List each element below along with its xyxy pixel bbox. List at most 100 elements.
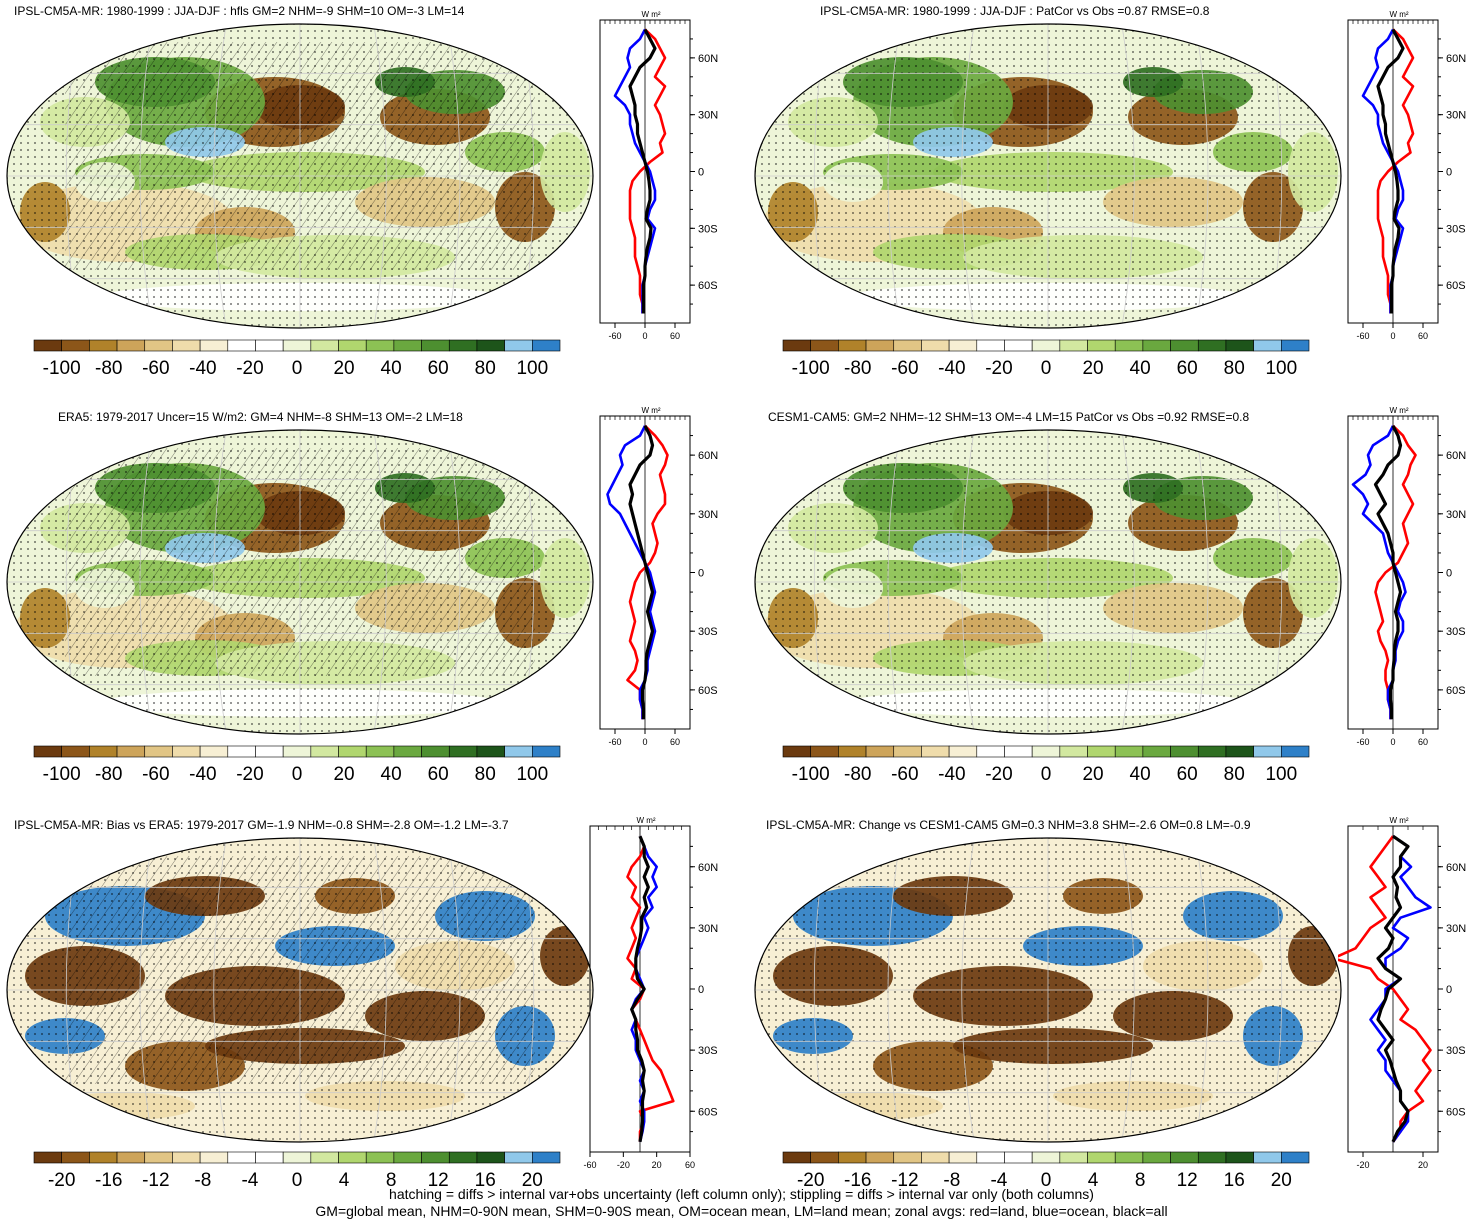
colorbar-label: -4	[241, 1170, 258, 1191]
colorbar-swatch	[89, 1151, 118, 1164]
colorbar-swatch	[1253, 1151, 1282, 1164]
colorbar-swatch	[1142, 1151, 1171, 1164]
colorbar-swatch	[61, 339, 90, 352]
latitude-label: 30S	[698, 223, 718, 235]
colorbar-label: 100	[1265, 358, 1297, 379]
colorbar-label: 20	[333, 358, 354, 379]
colorbar-swatch	[116, 1151, 146, 1164]
colorbar-swatch	[893, 339, 922, 352]
colorbar-swatch	[33, 745, 62, 758]
colorbar-label: 60	[428, 358, 449, 379]
latitude-label: 0	[1446, 568, 1452, 580]
colorbar-swatch	[338, 339, 367, 352]
zonal-x-tick-label: -60	[1356, 331, 1369, 341]
colorbar-swatch	[227, 1151, 256, 1164]
panel-title: CESM1-CAM5: GM=2 NHM=-12 SHM=13 OM=-4 LM…	[768, 410, 1250, 424]
latitude-label: 60N	[1446, 53, 1466, 65]
colorbar-swatch	[421, 339, 450, 352]
colorbar-swatch	[976, 339, 1005, 352]
latitude-label: 30S	[1446, 626, 1466, 638]
colorbar-swatch	[1170, 745, 1199, 758]
colorbar-swatch	[338, 745, 367, 758]
colorbar-swatch	[89, 339, 118, 352]
colorbar-label: -80	[95, 358, 122, 379]
colorbar-label: -12	[142, 1170, 169, 1191]
zonal-x-tick-label: -60	[1356, 737, 1369, 747]
colorbar-swatch	[838, 339, 867, 352]
colorbar-label: 0	[292, 1170, 303, 1191]
colorbar-swatch	[1197, 1151, 1227, 1164]
colorbar-swatch	[1114, 745, 1144, 758]
all-zonal-line	[1373, 425, 1403, 720]
colorbar-label: 4	[1088, 1170, 1099, 1191]
latitude-label: 30S	[698, 1045, 718, 1057]
colorbar-label: -100	[792, 764, 830, 785]
colorbar-swatch	[61, 745, 90, 758]
latitude-label: 30S	[1446, 223, 1466, 235]
land-zonal-line	[626, 835, 675, 1142]
colorbar-label: 100	[1265, 764, 1297, 785]
colorbar-label: 20	[1082, 358, 1103, 379]
colorbar-swatch	[1142, 745, 1171, 758]
colorbar-label: -80	[95, 764, 122, 785]
colorbar-label: 0	[292, 358, 303, 379]
land-zonal-line	[1338, 835, 1432, 1143]
colorbar-label: 60	[1177, 764, 1198, 785]
colorbar-swatch	[255, 339, 284, 352]
colorbar-label: 60	[428, 764, 449, 785]
latitude-label: 30N	[698, 110, 718, 122]
colorbar-swatch	[921, 339, 950, 352]
colorbar-label: -60	[142, 358, 169, 379]
colorbar-swatch	[976, 1151, 1005, 1164]
latitude-label: 60N	[1446, 450, 1466, 462]
colorbar-label: -20	[236, 358, 263, 379]
colorbar-label: -20	[985, 358, 1012, 379]
land-zonal-line	[626, 424, 669, 720]
zonal-x-tick-label: 0	[1390, 331, 1395, 341]
latitude-label: 30N	[698, 923, 718, 935]
colorbar-label: -100	[43, 764, 81, 785]
zonal-x-tick-label: -60	[583, 1160, 596, 1170]
colorbar-label: -100	[792, 358, 830, 379]
colorbar-label: -40	[938, 358, 965, 379]
colorbar-label: 8	[1135, 1170, 1146, 1191]
colorbar-label: -80	[844, 358, 871, 379]
colorbar-swatch	[532, 745, 561, 758]
colorbar-swatch	[1253, 745, 1282, 758]
colorbar-label: -16	[844, 1170, 871, 1191]
colorbar-swatch	[504, 745, 533, 758]
colorbar-swatch	[976, 745, 1005, 758]
all-zonal-line	[628, 28, 657, 314]
panel-title: IPSL-CM5A-MR: 1980-1999 : JJA-DJF : PatC…	[820, 4, 1210, 18]
colorbar-label: 80	[1224, 764, 1245, 785]
colorbar-swatch	[810, 339, 839, 352]
colorbar-swatch	[1281, 339, 1310, 352]
colorbar-label: 20	[522, 1170, 543, 1191]
colorbar-swatch	[61, 1151, 90, 1164]
zonal-average-plot: W m² 60N 30N 0 30S 60S -60 0 60	[599, 10, 718, 341]
colorbar-swatch	[810, 745, 839, 758]
colorbar-swatch	[948, 1151, 978, 1164]
colorbar-swatch	[1059, 339, 1088, 352]
colorbar-swatch	[227, 745, 256, 758]
world-map	[6, 837, 594, 1143]
colorbar-swatch	[1031, 339, 1061, 352]
colorbar-label: 80	[475, 358, 496, 379]
colorbar-label: -40	[189, 764, 216, 785]
colorbar-swatch	[1197, 339, 1227, 352]
colorbar-label: 4	[339, 1170, 350, 1191]
colorbar-label: -20	[236, 764, 263, 785]
colorbar-swatch	[782, 745, 811, 758]
colorbar-swatch	[393, 1151, 422, 1164]
zonal-x-tick-label: 60	[685, 1160, 695, 1170]
latitude-label: 60S	[1446, 1106, 1466, 1118]
world-map	[754, 23, 1342, 329]
latitude-label: 30N	[1446, 110, 1466, 122]
world-map	[754, 837, 1342, 1143]
colorbar-swatch	[199, 339, 229, 352]
colorbar: -20 -16 -12 -8 -4 0 4 8 12 16 20	[782, 1151, 1310, 1191]
colorbar-swatch	[1031, 745, 1061, 758]
latitude-label: 60S	[698, 685, 718, 697]
colorbar-swatch	[310, 339, 339, 352]
latitude-label: 30N	[1446, 923, 1466, 935]
